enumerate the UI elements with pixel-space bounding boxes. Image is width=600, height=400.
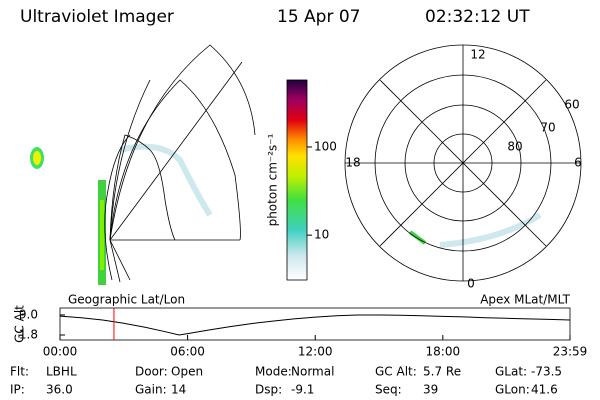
colorbar <box>286 79 308 281</box>
alt-line <box>59 314 571 336</box>
geo-label: Geographic Lat/Lon <box>68 293 185 307</box>
time: 02:32:12 UT <box>425 7 530 27</box>
info-value: Normal <box>291 365 334 379</box>
info-value: LBHL <box>46 365 77 379</box>
info-key: Gain: <box>135 383 167 397</box>
info-key: GC Alt: <box>375 365 417 379</box>
info-value: 14 <box>171 383 186 397</box>
info-value: -73.5 <box>531 365 562 379</box>
info-value: 39 <box>423 383 438 397</box>
info-value: 5.7 Re <box>423 365 461 379</box>
x-tick-label: 23:59 <box>553 345 588 359</box>
info-value: 41.6 <box>531 383 558 397</box>
info-table: Flt: LBHL Door: Open Mode: Normal GC Alt: 5.7 R… <box>10 365 562 397</box>
x-tick-label: 00:00 <box>43 345 78 359</box>
colorbar-tick-label: 10 <box>314 228 329 242</box>
lat-label: 80 <box>507 140 522 154</box>
title: Ultraviolet Imager <box>20 7 174 27</box>
y-tick-label: 1.8 <box>19 327 38 341</box>
mlt-label: 12 <box>470 48 485 62</box>
info-key: GLon: <box>495 383 530 397</box>
x-tick-label: 18:00 <box>426 345 461 359</box>
info-value: Open <box>171 365 203 379</box>
info-key: GLat: <box>495 365 527 379</box>
info-value: -9.1 <box>291 383 314 397</box>
polar-label: Apex MLat/MLT <box>480 293 570 307</box>
mlt-label: 6 <box>574 156 582 170</box>
mlt-label: 0 <box>467 277 475 291</box>
colorbar-tick-label: 100 <box>314 139 337 153</box>
info-key: IP: <box>10 383 25 397</box>
mlt-label: 18 <box>345 156 360 170</box>
x-tick-label: 12:00 <box>298 345 333 359</box>
y-axis-label: GC Alt <box>13 305 27 343</box>
info-key: Dsp: <box>255 383 282 397</box>
lat-label: 70 <box>540 121 555 135</box>
polar-panel: 12 18 6 0 60 70 80 Apex MLat/MLT <box>344 44 582 307</box>
info-value: 36.0 <box>46 383 73 397</box>
geo-panel: Geographic Lat/Lon <box>30 44 256 307</box>
colorbar-label: photon cm⁻²s⁻¹ <box>266 133 280 226</box>
info-key: Seq: <box>375 383 402 397</box>
lat-label: 60 <box>564 98 579 112</box>
info-key: Flt: <box>10 365 29 379</box>
x-tick-label: 06:00 <box>170 345 205 359</box>
date: 15 Apr 07 <box>277 7 360 27</box>
info-key: Door: <box>135 365 168 379</box>
info-key: Mode: <box>255 365 292 379</box>
y-tick-label: 9.0 <box>19 307 38 321</box>
